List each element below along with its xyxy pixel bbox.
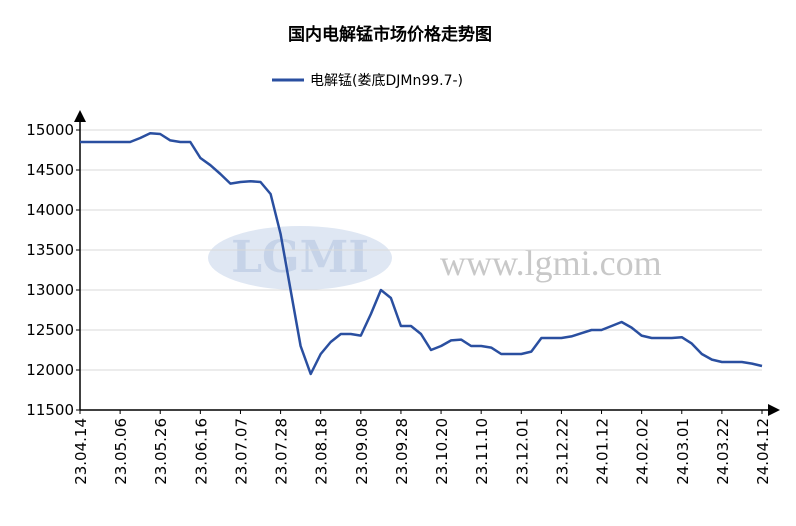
- y-tick-label: 13500: [26, 241, 74, 259]
- y-tick-label: 11500: [26, 401, 74, 419]
- x-tick-label: 23.11.10: [473, 418, 491, 485]
- watermark-url: www.lgmi.com: [440, 243, 662, 283]
- y-tick-label: 14000: [26, 201, 74, 219]
- watermark: LGMI www.lgmi.com: [208, 226, 662, 290]
- watermark-ellipse: [208, 226, 392, 290]
- y-tick-label: 15000: [26, 121, 74, 139]
- y-axis-arrow: [74, 110, 86, 122]
- x-tick-label: 24.03.01: [674, 418, 692, 485]
- x-tick-label: 24.03.22: [714, 418, 732, 485]
- x-tick-label: 24.01.12: [594, 418, 612, 485]
- x-tick-label: 23.09.08: [353, 418, 371, 485]
- x-tick-label: 23.12.01: [513, 418, 531, 485]
- x-tick-label: 23.12.22: [553, 418, 571, 485]
- x-tick-label: 23.09.28: [393, 418, 411, 485]
- x-tick-label: 24.02.02: [634, 418, 652, 485]
- x-tick-label: 23.07.07: [232, 418, 250, 485]
- watermark-logo: LGMI: [231, 232, 369, 283]
- x-tick-label: 23.04.14: [72, 418, 90, 485]
- line-series: [80, 131, 763, 376]
- y-tick-label: 12500: [26, 321, 74, 339]
- x-tick-label: 24.04.12: [754, 418, 772, 485]
- legend-label: 电解锰(娄底DJMn99.7-): [310, 73, 463, 89]
- x-axis-arrow: [768, 404, 780, 416]
- x-tick-label: 23.10.20: [433, 418, 451, 485]
- y-tick-label: 13000: [26, 281, 74, 299]
- chart-title: 国内电解锰市场价格走势图: [288, 24, 492, 45]
- y-tick-label: 12000: [26, 361, 74, 379]
- x-tick-label: 23.05.26: [152, 418, 170, 485]
- x-tick-label: 23.08.18: [313, 418, 331, 485]
- x-tick-label: 23.05.06: [112, 418, 130, 485]
- x-tick-label: 23.07.28: [273, 418, 291, 485]
- x-tick-label: 23.06.16: [192, 418, 210, 485]
- y-tick-label: 14500: [26, 161, 74, 179]
